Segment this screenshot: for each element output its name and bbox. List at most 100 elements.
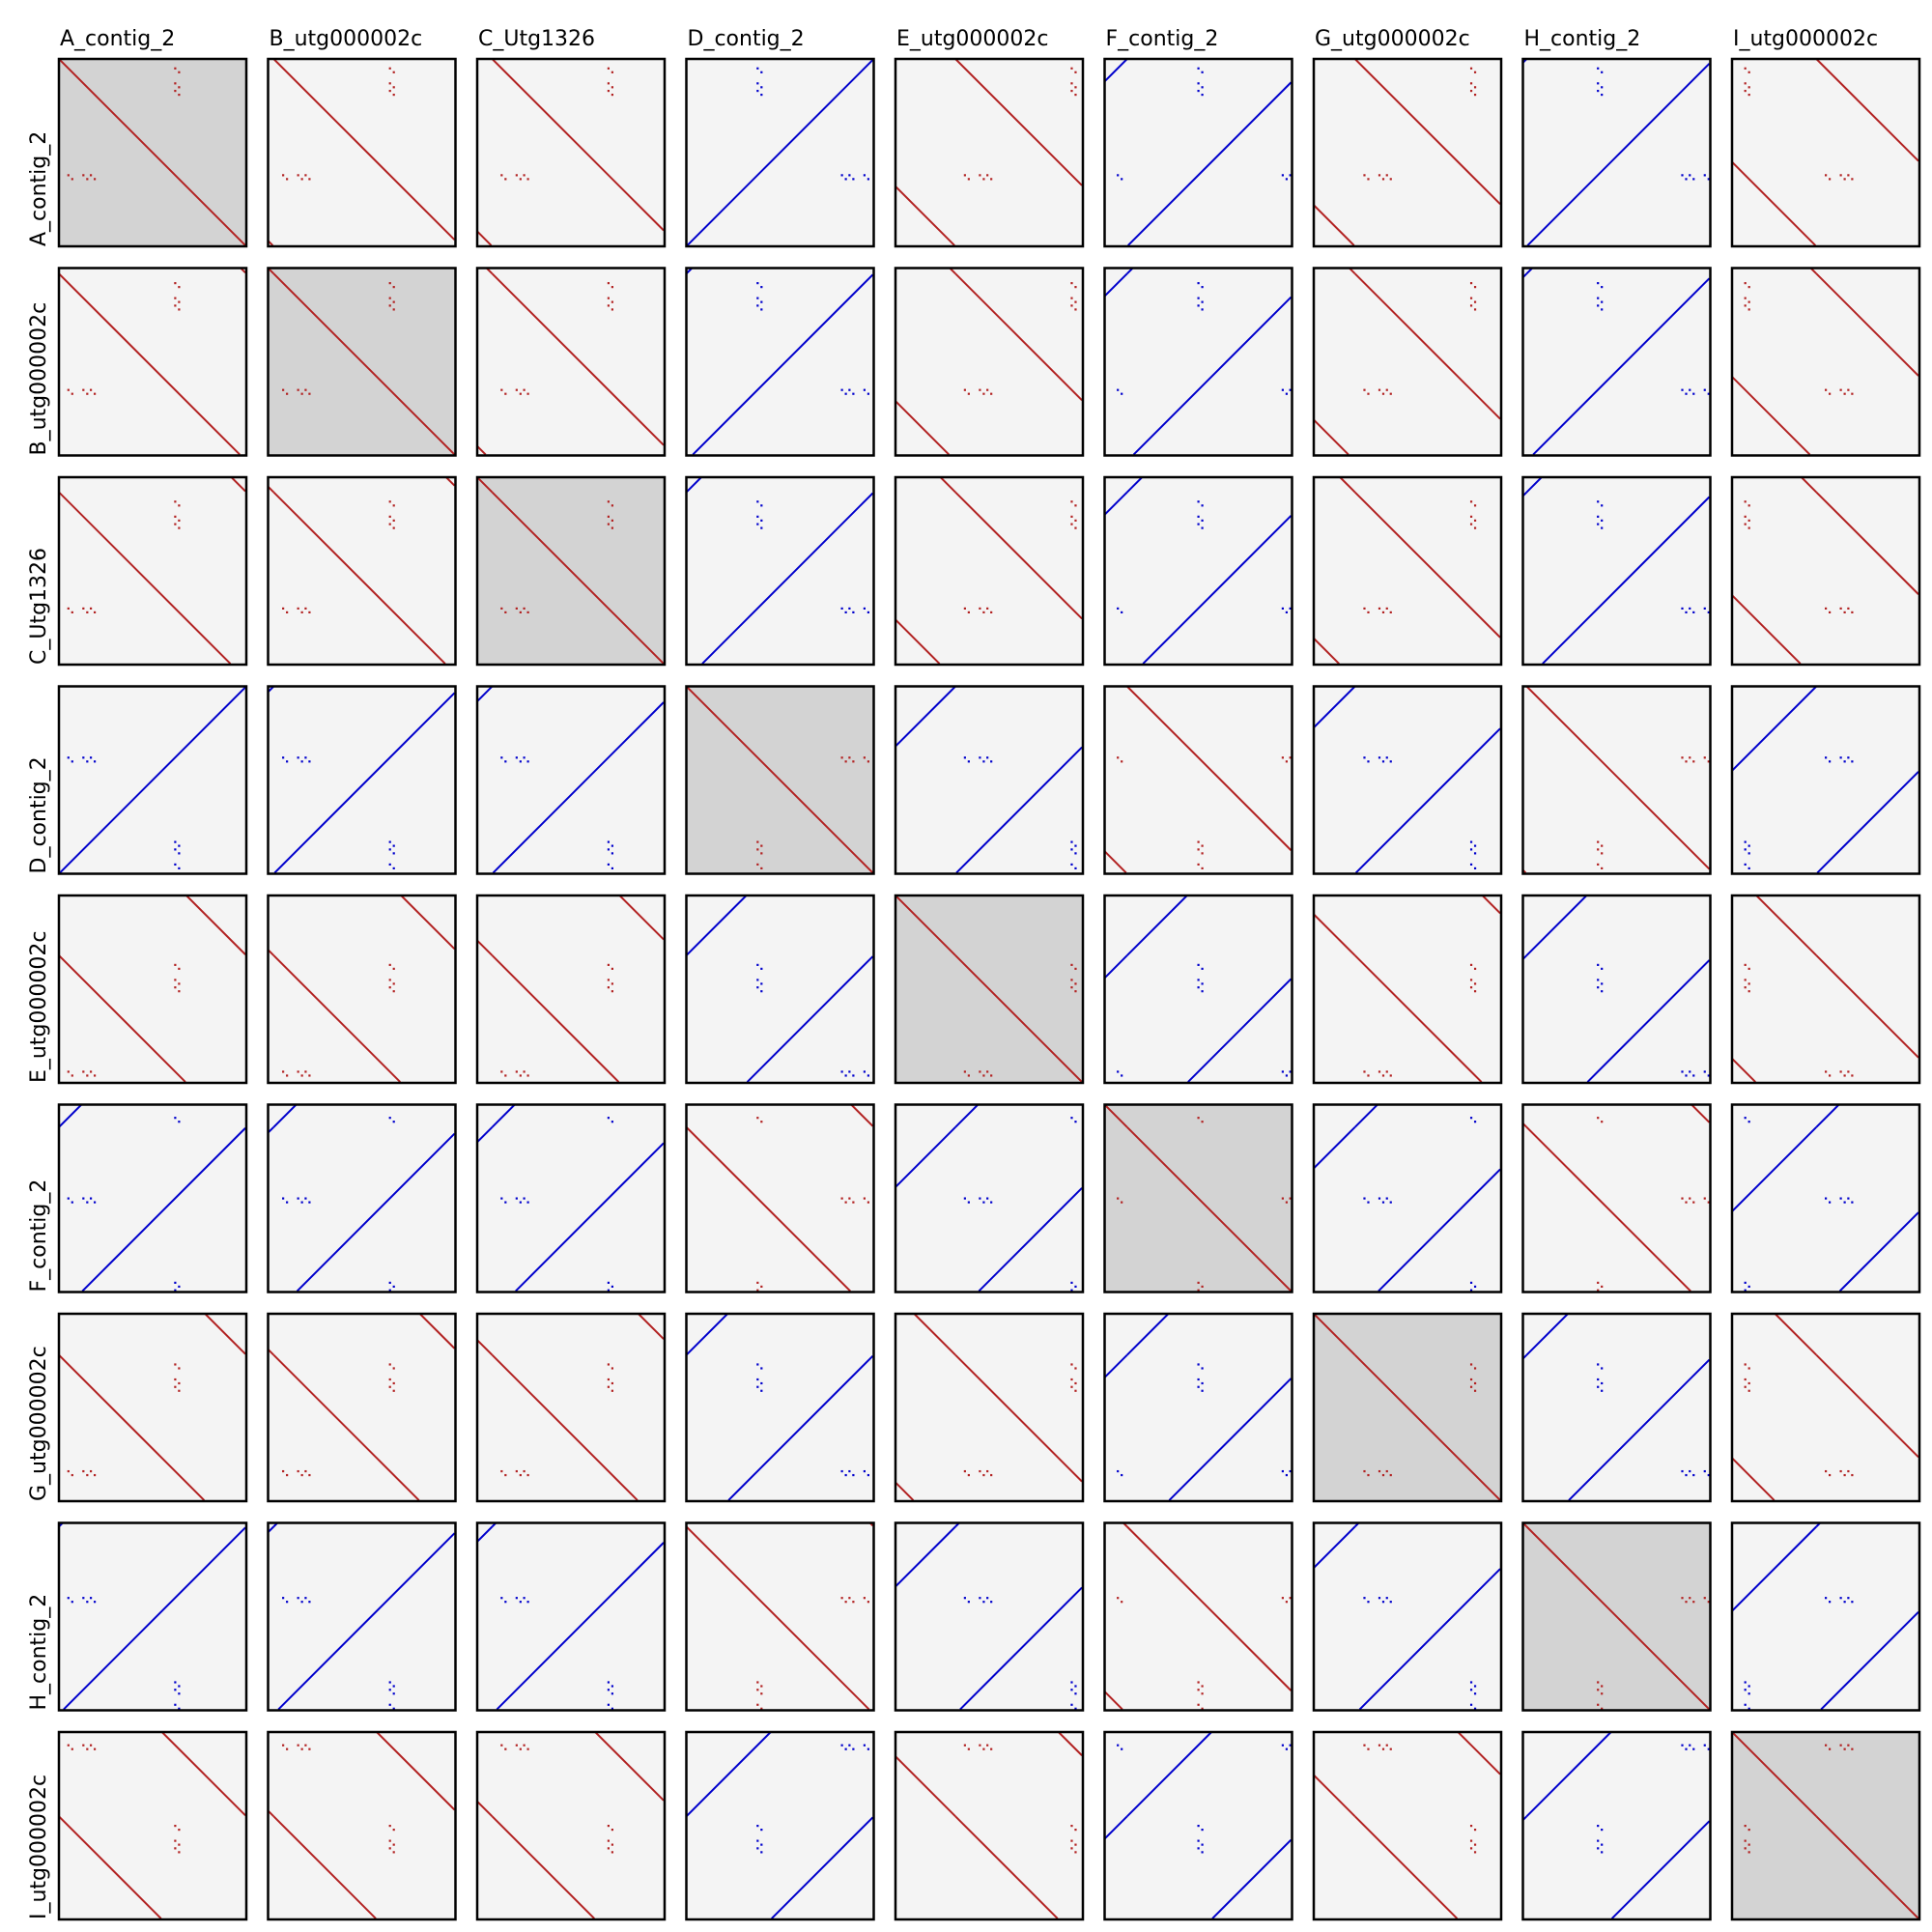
alignment-line-8-7-2 bbox=[1525, 1732, 1612, 1818]
repeat-dot-2-7-2 bbox=[1689, 607, 1691, 610]
repeat-dot-1-4-6 bbox=[1070, 282, 1073, 285]
repeat-dot-3-3-3 bbox=[852, 760, 855, 763]
panel-border-6-3 bbox=[685, 1312, 875, 1503]
repeat-dot-2-0-5 bbox=[93, 611, 97, 613]
repeat-dot-6-5-4 bbox=[1281, 1469, 1284, 1473]
repeat-dot-6-8-7 bbox=[1747, 1367, 1750, 1370]
repeat-dot-8-5-9 bbox=[1201, 1843, 1204, 1846]
alignment-line-2-4-1 bbox=[895, 618, 941, 665]
repeat-dot-5-6-8 bbox=[1469, 1289, 1473, 1292]
panel-border-1-1 bbox=[267, 267, 457, 457]
panel-border-8-2 bbox=[475, 1730, 667, 1921]
repeat-dot-6-6-9 bbox=[1473, 1381, 1477, 1385]
repeat-dot-5-0-11 bbox=[178, 1285, 181, 1288]
repeat-dot-4-1-1 bbox=[286, 1074, 289, 1077]
alignment-line-3-6-1 bbox=[1314, 686, 1356, 728]
repeat-dot-1-8-10 bbox=[1744, 304, 1747, 307]
repeat-dot-4-8-11 bbox=[1747, 990, 1750, 993]
repeat-dot-8-3-0 bbox=[863, 1744, 866, 1747]
repeat-dot-5-6-7 bbox=[1473, 1121, 1477, 1123]
repeat-dot-3-4-0 bbox=[963, 756, 966, 759]
panel-bg-5-7 bbox=[1522, 1104, 1711, 1293]
repeat-dot-0-6-2 bbox=[1378, 174, 1381, 177]
repeat-dot-1-4-4 bbox=[986, 388, 989, 391]
repeat-dot-1-2-1 bbox=[504, 392, 507, 395]
repeat-dot-8-0-0 bbox=[67, 1744, 70, 1747]
repeat-dot-3-7-3 bbox=[1692, 760, 1695, 763]
panel-2-3 bbox=[685, 475, 875, 667]
repeat-dot-4-4-1 bbox=[967, 1074, 970, 1077]
repeat-dot-7-3-8 bbox=[756, 1689, 759, 1691]
alignment-line-4-6-0 bbox=[1353, 954, 1483, 1083]
repeat-dot-0-1-3 bbox=[300, 178, 303, 181]
panel-2-6 bbox=[1312, 475, 1503, 667]
panel-5-4 bbox=[894, 1103, 1085, 1293]
panel-8-2 bbox=[475, 1730, 667, 1921]
repeat-dot-7-6-1 bbox=[1367, 1601, 1370, 1604]
alignment-line-4-1-1 bbox=[400, 895, 456, 950]
alignment-line-7-3-1 bbox=[686, 1525, 870, 1711]
panel-3-4 bbox=[894, 685, 1085, 875]
panel-bg-1-7 bbox=[1522, 268, 1711, 456]
alignment-line-4-4-0 bbox=[954, 954, 1083, 1083]
alignment-line-5-3-1 bbox=[686, 1126, 851, 1293]
panel-8-7 bbox=[1521, 1730, 1712, 1921]
repeat-dot-4-0-8 bbox=[174, 979, 177, 981]
panel-border-1-3 bbox=[685, 267, 875, 457]
repeat-dot-8-8-11 bbox=[1747, 1851, 1750, 1854]
repeat-dot-3-4-4 bbox=[986, 756, 989, 759]
repeat-dot-5-7-9 bbox=[1601, 1293, 1603, 1295]
repeat-dot-3-1-4 bbox=[304, 756, 307, 759]
panel-bg-6-3 bbox=[686, 1314, 874, 1501]
repeat-dot-4-6-10 bbox=[1469, 986, 1473, 989]
repeat-dot-3-6-11 bbox=[1473, 844, 1477, 847]
repeat-dot-8-7-6 bbox=[1597, 1825, 1600, 1828]
repeat-dot-0-6-6 bbox=[1469, 67, 1473, 70]
alignment-line-0-2-0 bbox=[491, 59, 665, 232]
repeat-dot-7-6-6 bbox=[1469, 1703, 1473, 1706]
alignment-line-4-5-2 bbox=[1126, 895, 1188, 956]
repeat-dot-0-8-11 bbox=[1747, 93, 1750, 97]
alignment-line-8-4-1 bbox=[1058, 1732, 1083, 1756]
repeat-dot-8-7-9 bbox=[1601, 1843, 1604, 1846]
repeat-dot-5-2-2 bbox=[515, 1197, 518, 1200]
repeat-dot-7-4-5 bbox=[990, 1601, 993, 1604]
panel-border-2-4 bbox=[894, 475, 1085, 667]
repeat-dot-3-4-5 bbox=[990, 760, 993, 763]
panel-1-2 bbox=[475, 267, 667, 457]
panel-border-6-8 bbox=[1730, 1312, 1921, 1503]
repeat-dot-0-5-10 bbox=[1197, 89, 1200, 93]
repeat-dot-0-6-1 bbox=[1367, 178, 1370, 181]
repeat-dot-5-4-11 bbox=[1074, 1285, 1077, 1288]
repeat-dot-7-0-1 bbox=[71, 1601, 73, 1604]
repeat-dot-2-0-3 bbox=[86, 611, 89, 613]
repeat-dot-1-7-3 bbox=[1692, 392, 1695, 395]
repeat-dot-0-4-0 bbox=[963, 174, 966, 177]
repeat-dot-8-2-2 bbox=[515, 1744, 518, 1747]
repeat-dot-6-3-11 bbox=[760, 1389, 763, 1392]
repeat-dot-0-8-1 bbox=[1829, 178, 1832, 181]
repeat-dot-6-5-11 bbox=[1201, 1389, 1204, 1392]
repeat-dot-7-1-3 bbox=[300, 1601, 303, 1604]
panel-border-0-6 bbox=[1312, 57, 1503, 248]
repeat-dot-2-7-9 bbox=[1601, 519, 1604, 522]
alignment-line-5-2-1 bbox=[515, 1142, 665, 1293]
col-label-7: H_contig_2 bbox=[1524, 27, 1641, 51]
repeat-dot-5-6-10 bbox=[1469, 1281, 1473, 1284]
repeat-dot-4-7-3 bbox=[1692, 1074, 1695, 1077]
repeat-dot-7-4-0 bbox=[963, 1597, 966, 1600]
repeat-dot-4-2-2 bbox=[515, 1070, 518, 1073]
repeat-dot-3-1-9 bbox=[392, 852, 395, 855]
repeat-dot-5-1-1 bbox=[286, 1201, 289, 1204]
alignment-line-5-3-0 bbox=[850, 1104, 874, 1127]
repeat-dot-1-3-8 bbox=[756, 297, 759, 299]
repeat-dot-5-2-4 bbox=[523, 1197, 526, 1200]
repeat-dot-5-5-1 bbox=[1121, 1201, 1123, 1204]
repeat-dot-5-5-2 bbox=[1289, 1197, 1292, 1200]
repeat-dot-2-5-4 bbox=[1281, 607, 1284, 610]
repeat-dot-3-0-2 bbox=[82, 756, 85, 759]
panel-7-3 bbox=[685, 1521, 875, 1712]
repeat-dot-4-5-8 bbox=[1197, 979, 1200, 981]
repeat-dot-8-6-11 bbox=[1473, 1851, 1477, 1854]
repeat-dot-2-0-6 bbox=[174, 500, 177, 503]
